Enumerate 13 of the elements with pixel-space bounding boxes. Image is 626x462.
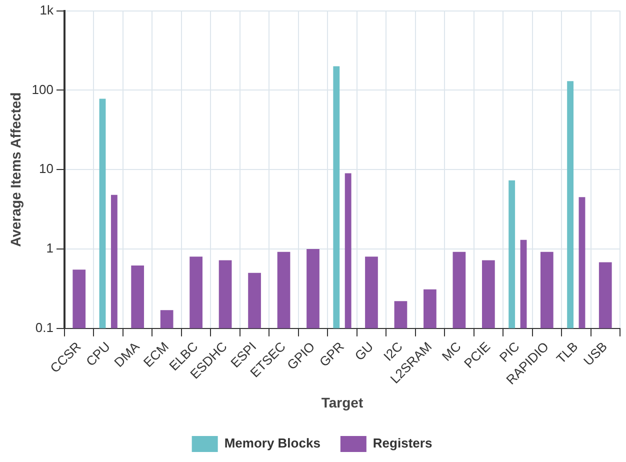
y-tick-label: 1k [40,2,54,18]
x-tick-label: MC [438,338,464,364]
x-tick-label: USB [580,338,610,368]
legend-label: Memory Blocks [224,436,320,451]
y-tick-label: 0.1 [35,320,54,335]
x-tick-label: TLB [553,338,581,366]
y-tick-label: 100 [32,82,54,97]
x-tick-label: GU [352,338,376,364]
x-axis-title: Target [321,394,364,410]
y-tick-label: 1 [46,240,54,256]
y-tick-label: 10 [39,161,54,176]
legend-label: Registers [372,436,432,451]
y-axis-title: Average Items Affected [7,92,24,247]
